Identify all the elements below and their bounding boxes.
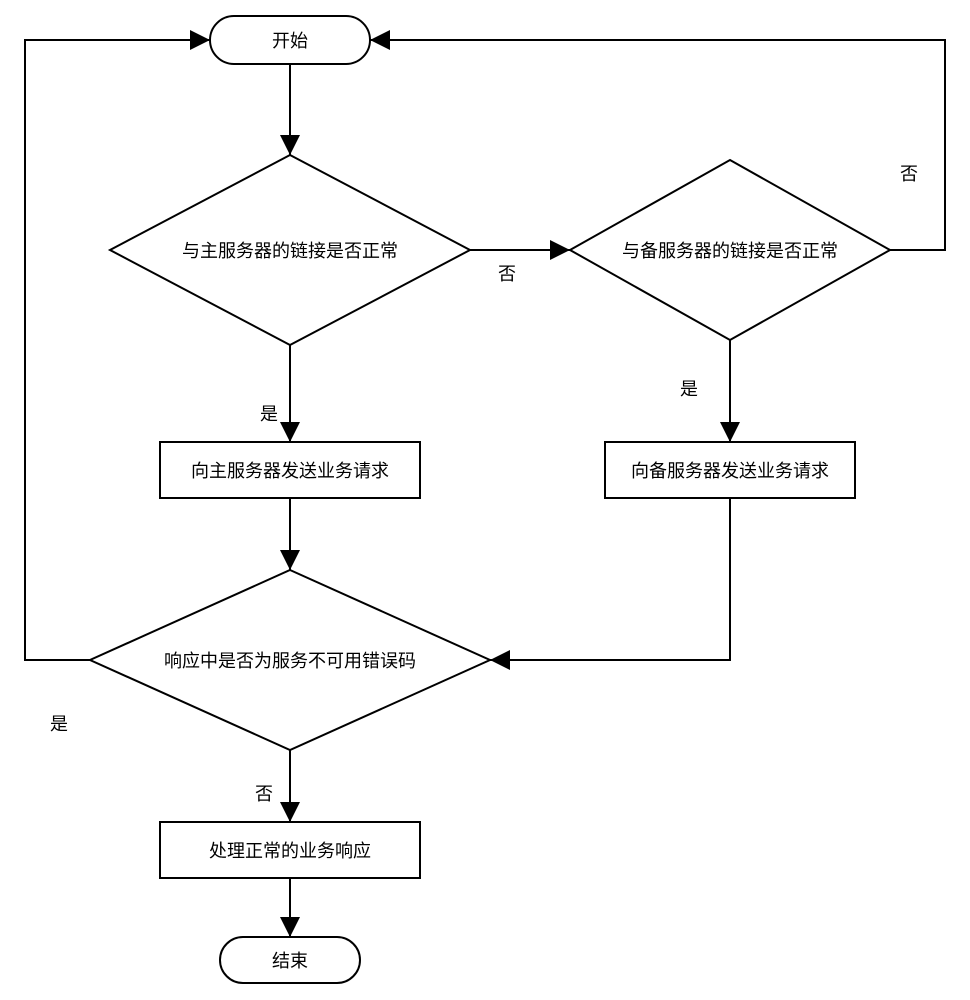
label-d3-yes: 是 [50, 714, 68, 734]
node-p1: 向主服务器发送业务请求 [160, 442, 420, 498]
label-d2-yes: 是 [680, 379, 698, 399]
node-d1: 与主服务器的链接是否正常 [110, 155, 470, 345]
node-p2-label: 向备服务器发送业务请求 [631, 461, 829, 481]
node-p3: 处理正常的业务响应 [160, 822, 420, 878]
node-p2: 向备服务器发送业务请求 [605, 442, 855, 498]
edge-d3-start [25, 40, 210, 660]
node-d2-label: 与备服务器的链接是否正常 [622, 241, 838, 261]
label-d1-yes: 是 [260, 404, 278, 424]
node-d1-label: 与主服务器的链接是否正常 [182, 241, 398, 261]
node-end: 结束 [220, 937, 360, 983]
node-start-label: 开始 [272, 31, 308, 51]
flowchart-canvas: 否 是 是 否 是 否 开始 与主服务器的链接是否正常 与备服务器的链接是否正常… [0, 0, 970, 1000]
label-d3-no: 否 [255, 784, 273, 804]
node-p1-label: 向主服务器发送业务请求 [191, 461, 389, 481]
node-d2: 与备服务器的链接是否正常 [570, 160, 890, 340]
node-d3: 响应中是否为服务不可用错误码 [90, 570, 490, 750]
node-end-label: 结束 [272, 951, 308, 971]
node-d3-label: 响应中是否为服务不可用错误码 [164, 651, 416, 671]
node-start: 开始 [210, 16, 370, 64]
label-d2-no: 否 [900, 164, 918, 184]
node-p3-label: 处理正常的业务响应 [209, 841, 371, 861]
edge-p2-d3 [490, 498, 730, 660]
label-d1-no: 否 [498, 264, 516, 284]
